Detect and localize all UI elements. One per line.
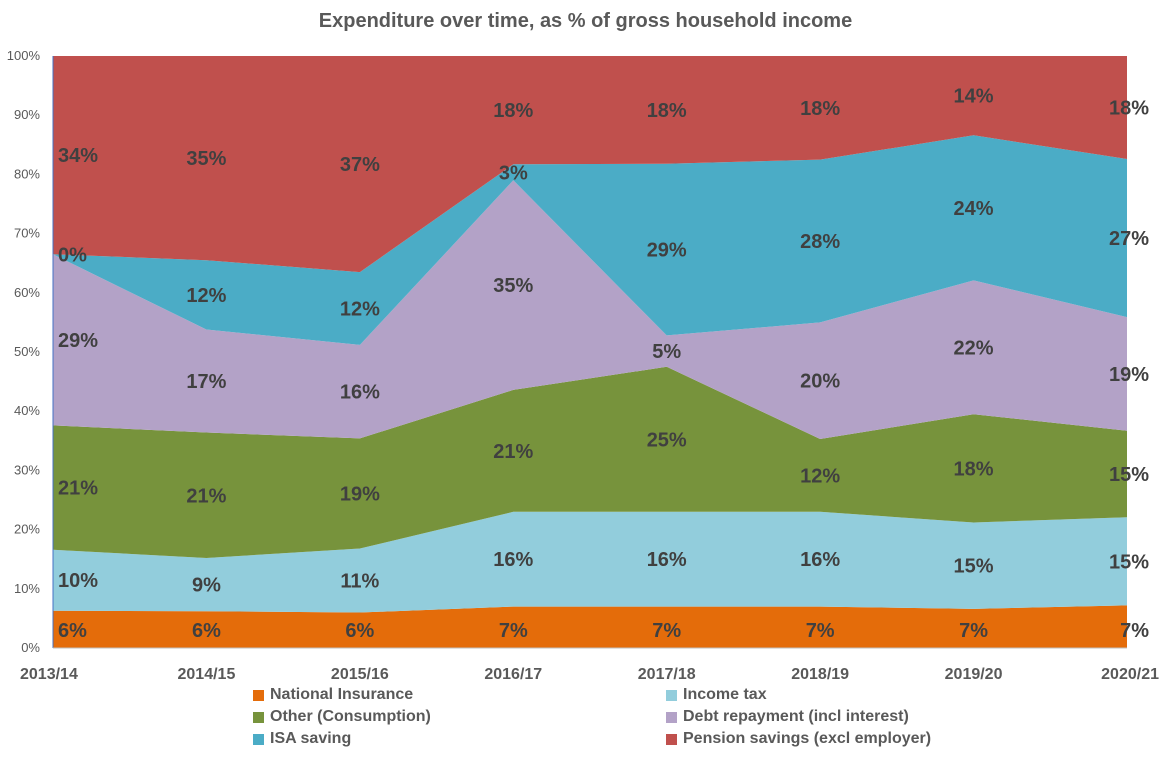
y-tick-label: 30% xyxy=(14,462,40,477)
legend-item-national-insurance: National Insurance xyxy=(253,686,413,704)
data-label-other-consumption: 21% xyxy=(493,441,533,463)
data-label-national-insurance: 7% xyxy=(652,620,681,642)
data-label-debt-repayment-incl-interest: 16% xyxy=(340,382,380,404)
area-national-insurance xyxy=(53,605,1127,648)
x-category-labels: 2013/14 2014/15 2015/16 2016/17 2017/18 2018/… xyxy=(20,666,1159,683)
area-series-group xyxy=(53,56,1127,648)
legend-label: Pension savings (excl employer) xyxy=(683,730,932,747)
area-pension-savings-excl-employer xyxy=(53,56,1127,273)
legend-item-isa-saving: ISA saving xyxy=(253,730,351,748)
legend-swatch xyxy=(666,711,677,723)
area-isa-saving xyxy=(53,135,1127,345)
data-label-income-tax: 16% xyxy=(493,549,533,571)
data-label-pension-savings-excl-employer: 37% xyxy=(340,154,380,176)
data-label-isa-saving: 12% xyxy=(186,285,226,307)
x-category-label: 2014/15 xyxy=(178,666,236,683)
data-label-isa-saving: 24% xyxy=(954,198,994,220)
data-label-national-insurance: 6% xyxy=(58,620,87,642)
legend-label: Other (Consumption) xyxy=(270,708,431,725)
data-label-debt-repayment-incl-interest: 20% xyxy=(800,371,840,393)
y-tick-label: 90% xyxy=(14,107,40,122)
data-label-isa-saving: 28% xyxy=(800,231,840,253)
legend-label: National Insurance xyxy=(270,686,414,703)
data-label-other-consumption: 25% xyxy=(647,429,687,451)
data-label-pension-savings-excl-employer: 34% xyxy=(58,145,98,167)
data-label-income-tax: 11% xyxy=(340,571,379,593)
axes-group xyxy=(52,56,1127,649)
y-tick-label: 20% xyxy=(14,522,40,537)
data-label-pension-savings-excl-employer: 35% xyxy=(186,148,226,170)
y-tick-label: 60% xyxy=(14,285,40,300)
data-label-pension-savings-excl-employer: 18% xyxy=(800,98,840,120)
legend-swatch xyxy=(666,733,677,745)
y-tick-label: 80% xyxy=(14,166,40,181)
area-other-consumption xyxy=(53,366,1127,558)
data-label-pension-savings-excl-employer: 18% xyxy=(647,100,687,122)
data-label-national-insurance: 7% xyxy=(806,620,835,642)
data-label-other-consumption: 18% xyxy=(954,458,994,480)
data-label-income-tax: 9% xyxy=(192,575,221,597)
y-tick-label: 0% xyxy=(21,640,40,655)
data-label-isa-saving: 27% xyxy=(1109,228,1149,250)
data-label-isa-saving: 29% xyxy=(647,240,687,262)
data-labels-group: 6% 6% 6% 7% 7% 7% 7% 7% 10% 9% 11% 16% 16% 16% 15% 15% 2… xyxy=(58,86,1149,643)
x-category-label: 2019/20 xyxy=(945,666,1003,683)
legend-item-debt-repayment-incl-interest: Debt repayment (incl interest) xyxy=(666,708,909,726)
data-label-national-insurance: 7% xyxy=(499,620,528,642)
legend-item-other-consumption: Other (Consumption) xyxy=(253,708,431,726)
legend-item-pension-savings-excl-employer: Pension savings (excl employer) xyxy=(666,730,931,748)
data-label-other-consumption: 12% xyxy=(800,465,840,487)
data-label-income-tax: 16% xyxy=(800,549,840,571)
legend-label: Income tax xyxy=(683,686,767,703)
area-debt-repayment-incl-interest xyxy=(53,180,1127,440)
data-label-pension-savings-excl-employer: 18% xyxy=(493,100,533,122)
x-category-label: 2013/14 xyxy=(20,666,78,683)
chart-title: Expenditure over time, as % of gross hou… xyxy=(318,10,853,32)
data-label-debt-repayment-incl-interest: 19% xyxy=(1109,364,1149,386)
data-label-national-insurance: 6% xyxy=(192,620,221,642)
data-label-other-consumption: 15% xyxy=(1109,464,1149,486)
data-label-income-tax: 10% xyxy=(58,570,98,592)
data-label-income-tax: 15% xyxy=(1109,551,1149,573)
data-label-isa-saving: 3% xyxy=(499,162,528,184)
legend-label: ISA saving xyxy=(270,730,352,747)
data-label-pension-savings-excl-employer: 18% xyxy=(1109,98,1149,120)
x-category-label: 2018/19 xyxy=(791,666,849,683)
data-label-other-consumption: 19% xyxy=(340,483,380,505)
y-tick-label: 10% xyxy=(14,581,40,596)
area-income-tax xyxy=(53,511,1127,613)
data-label-national-insurance: 7% xyxy=(1120,620,1149,642)
y-tick-label: 50% xyxy=(14,344,40,359)
y-tick-label: 70% xyxy=(14,226,40,241)
y-tick-label: 40% xyxy=(14,403,40,418)
data-label-other-consumption: 21% xyxy=(186,485,226,507)
y-tick-label: 100% xyxy=(7,48,41,63)
data-label-isa-saving: 12% xyxy=(340,298,380,320)
data-label-debt-repayment-incl-interest: 22% xyxy=(954,337,994,359)
x-category-label: 2017/18 xyxy=(638,666,696,683)
legend-swatch xyxy=(253,689,264,701)
data-label-income-tax: 15% xyxy=(954,556,994,578)
legend-swatch xyxy=(253,711,264,723)
data-label-other-consumption: 21% xyxy=(58,478,98,500)
data-label-pension-savings-excl-employer: 14% xyxy=(954,86,994,108)
data-label-national-insurance: 7% xyxy=(959,620,988,642)
legend-swatch xyxy=(253,733,264,745)
data-label-income-tax: 16% xyxy=(647,549,687,571)
data-label-debt-repayment-incl-interest: 35% xyxy=(493,275,533,297)
y-tick-labels: 0% 10% 20% 30% 40% 50% 60% 70% 80% 90% 100% xyxy=(7,48,41,655)
x-category-label: 2015/16 xyxy=(331,666,389,683)
x-category-label: 2020/21 xyxy=(1101,666,1159,683)
data-label-debt-repayment-incl-interest: 29% xyxy=(58,330,98,352)
legend-item-income-tax: Income tax xyxy=(666,686,767,704)
legend-swatch xyxy=(666,689,677,701)
data-label-national-insurance: 6% xyxy=(345,620,374,642)
data-label-isa-saving: 0% xyxy=(58,244,87,266)
x-category-label: 2016/17 xyxy=(484,666,542,683)
data-label-debt-repayment-incl-interest: 17% xyxy=(186,371,226,393)
data-label-debt-repayment-incl-interest: 5% xyxy=(652,341,681,363)
legend-label: Debt repayment (incl interest) xyxy=(683,708,909,725)
